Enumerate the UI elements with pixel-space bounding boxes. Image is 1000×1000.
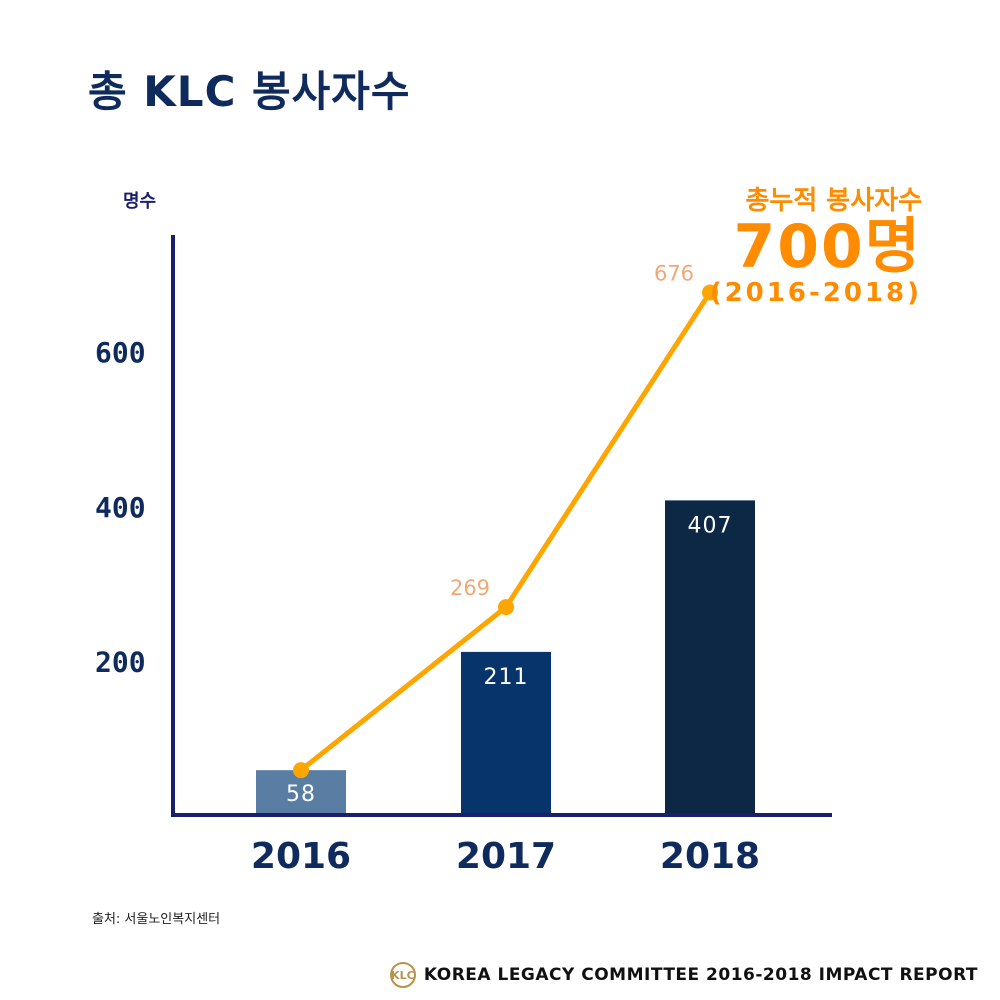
klc-logo-icon: KLC xyxy=(389,962,416,988)
callout-value: 700명 xyxy=(733,212,922,282)
cumulative-point-2016 xyxy=(293,762,309,779)
labels-layer: 명수 200 400 600 2016 2017 2018 58 211 407 269 676 xyxy=(95,191,760,877)
axis-layer xyxy=(171,235,832,817)
bars-layer xyxy=(256,500,755,815)
bar-value-label-2017: 211 xyxy=(484,665,529,690)
x-tick-label-2016: 2016 xyxy=(251,836,351,877)
line-value-label-2017: 269 xyxy=(450,576,490,600)
total-volunteers-callout: 총누적 봉사자수 700명 (2016-2018) xyxy=(710,186,922,308)
chart-title: 총 KLC 봉사자수 xyxy=(88,67,411,116)
line-value-label-2018: 676 xyxy=(654,261,694,285)
y-tick-label-400: 400 xyxy=(95,491,146,524)
bar-value-label-2018: 407 xyxy=(688,513,733,538)
bar-value-label-2016: 58 xyxy=(286,782,316,807)
footer: KLC KOREA LEGACY COMMITTEE 2016-2018 IMP… xyxy=(389,962,978,988)
y-axis-label: 명수 xyxy=(123,191,156,212)
x-tick-label-2018: 2018 xyxy=(660,836,760,877)
cumulative-point-2017 xyxy=(498,599,514,616)
y-tick-label-200: 200 xyxy=(95,645,146,678)
source-note: 출처: 서울노인복지센터 xyxy=(92,912,221,927)
line-layer xyxy=(293,284,718,779)
callout-period: (2016-2018) xyxy=(709,278,922,308)
bar-2018 xyxy=(665,500,755,815)
footer-text: KOREA LEGACY COMMITTEE 2016-2018 IMPACT … xyxy=(423,965,978,985)
cumulative-point-2018 xyxy=(702,284,718,301)
bar-2017 xyxy=(461,651,551,815)
callout-label: 총누적 봉사자수 xyxy=(745,186,923,216)
y-tick-label-600: 600 xyxy=(95,336,146,369)
x-tick-label-2017: 2017 xyxy=(456,836,556,877)
